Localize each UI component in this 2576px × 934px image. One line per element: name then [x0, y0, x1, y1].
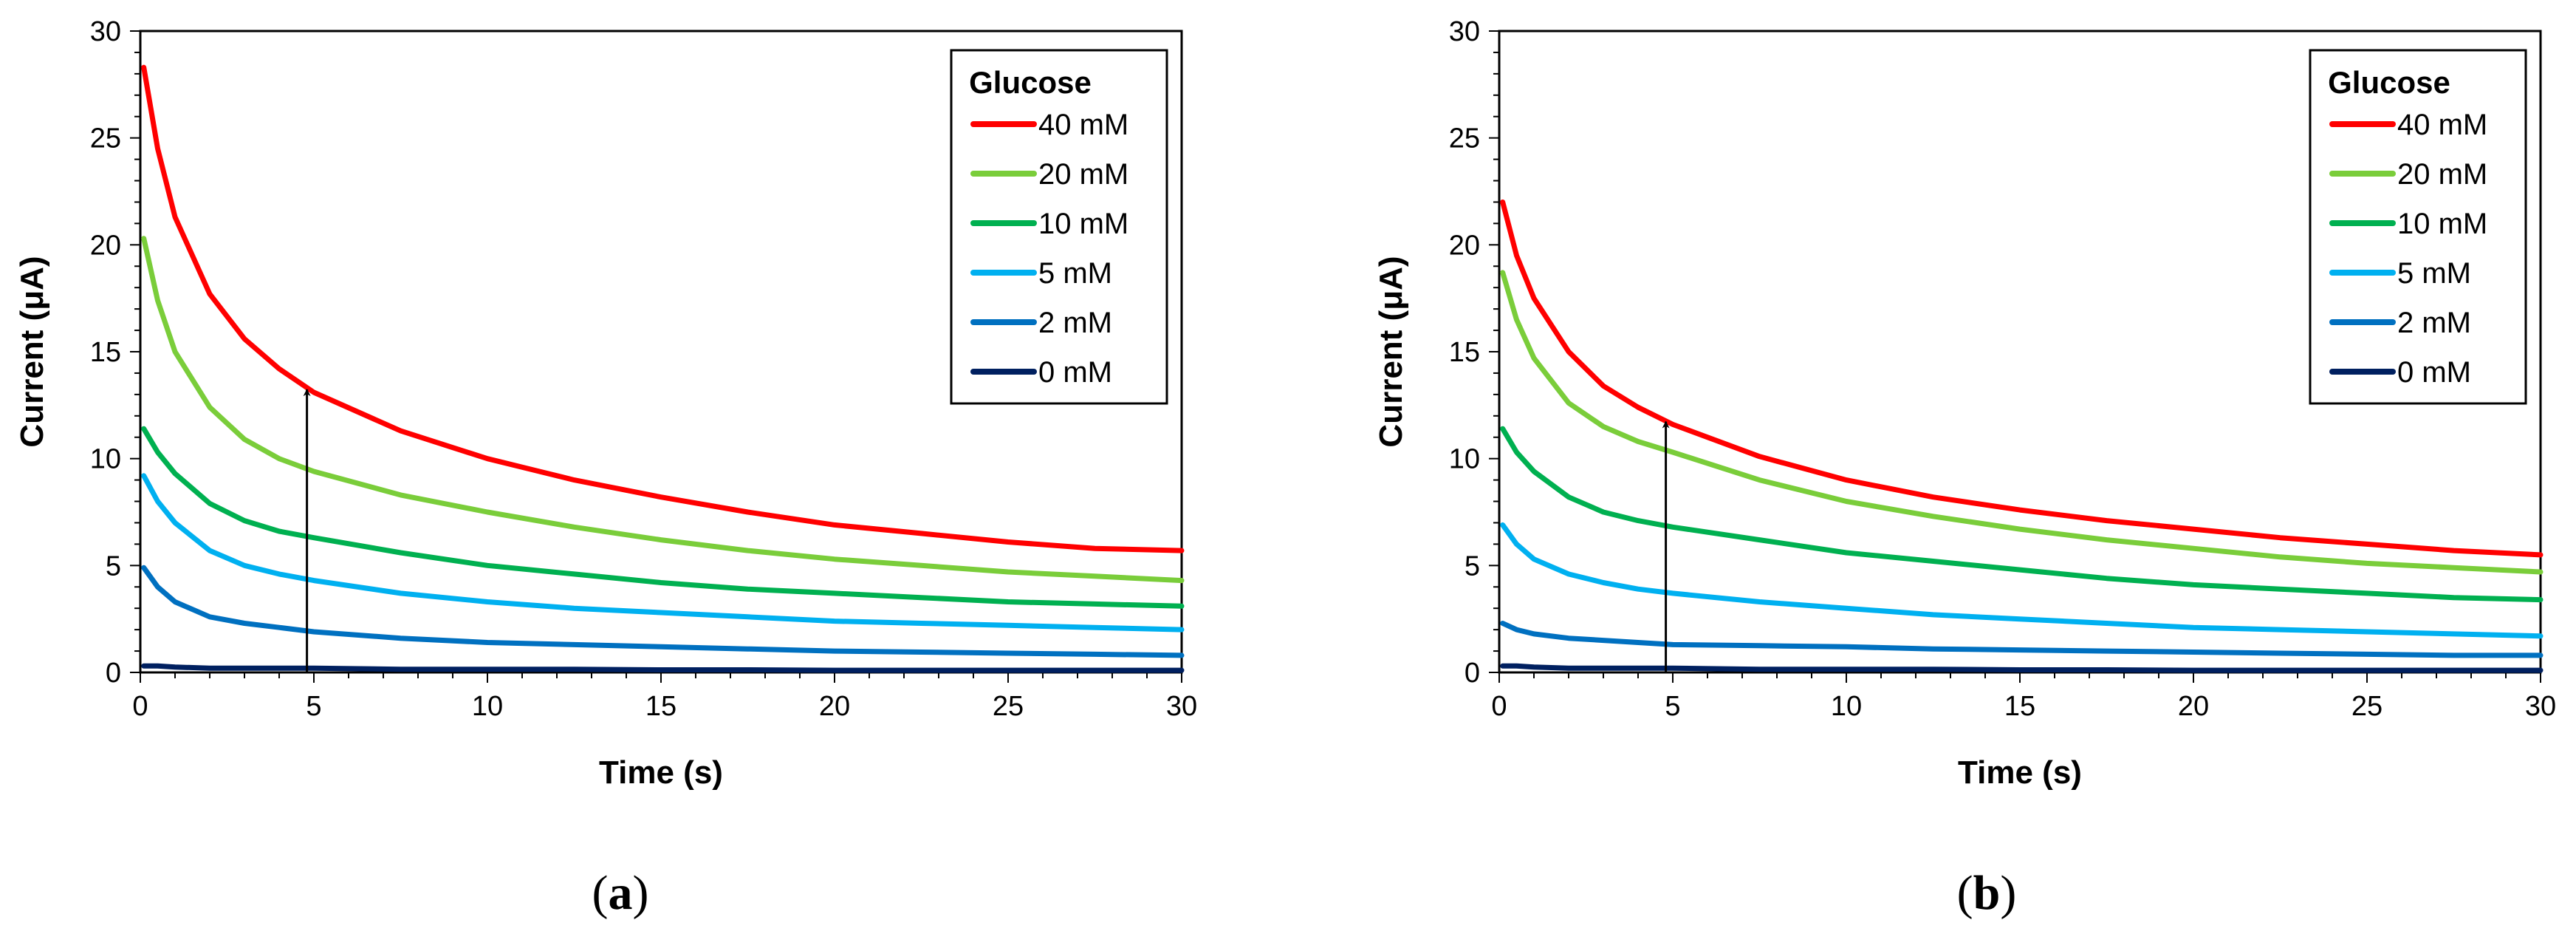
- x-tick-label: 0: [132, 691, 148, 722]
- x-tick-label: 30: [1166, 691, 1197, 722]
- series-line-20-mm: [1500, 270, 2544, 575]
- chart-panel-b: 0 5 10 15 20 25 30 0 5 10 15 20 25 30 Time (s) Curre…: [1373, 16, 2556, 920]
- legend-box: [950, 49, 1168, 405]
- legend-label: 5 mM: [2397, 257, 2471, 290]
- x-tick-label: 15: [645, 691, 676, 722]
- series-line-0-mm: [1500, 663, 2544, 673]
- y-tick-label: 5: [1465, 550, 1480, 582]
- legend-label: 0 mM: [2397, 356, 2471, 389]
- panel-label-a: (a): [592, 866, 649, 920]
- series-line-2-mm: [141, 565, 1185, 658]
- x-tick-label: 30: [2525, 691, 2556, 722]
- x-axis-title: Time (s): [1958, 754, 2082, 791]
- y-axis-ticks: 0 5 10 15 20 25 30: [1449, 16, 1499, 689]
- series-line-10-mm: [1500, 426, 2544, 603]
- x-tick-label: 15: [2004, 691, 2035, 722]
- y-tick-label: 20: [90, 230, 121, 261]
- x-tick-label: 5: [306, 691, 321, 722]
- x-axis-ticks: 0 5 10 15 20 25 30: [1491, 672, 2556, 722]
- y-tick-label: 0: [1465, 658, 1480, 689]
- x-tick-label: 20: [819, 691, 850, 722]
- x-axis-title: Time (s): [599, 754, 723, 791]
- x-tick-label: 25: [2351, 691, 2383, 722]
- y-tick-label: 10: [90, 444, 121, 475]
- legend-label: 5 mM: [1038, 257, 1112, 290]
- y-tick-label: 30: [1449, 16, 1480, 47]
- series-line-0-mm: [141, 663, 1185, 673]
- y-tick-label: 25: [90, 123, 121, 154]
- y-axis-title: Current (μA): [14, 256, 50, 447]
- x-tick-label: 20: [2178, 691, 2209, 722]
- y-tick-label: 5: [106, 550, 121, 582]
- legend-label: 20 mM: [1038, 158, 1128, 191]
- panel-label-open: (: [592, 866, 609, 920]
- x-tick-label: 0: [1491, 691, 1507, 722]
- legend-label: 10 mM: [2397, 208, 2487, 240]
- panel-label-letter: b: [1973, 866, 2001, 920]
- legend-box: [2309, 49, 2527, 405]
- panel-label-close: ): [2000, 866, 2016, 920]
- panel-label-open: (: [1957, 866, 1973, 920]
- y-tick-label: 15: [1449, 337, 1480, 368]
- legend-items: 40 mM 20 mM 10 mM 5 mM 2 mM 0 mM: [970, 109, 1128, 389]
- legend-items: 40 mM 20 mM 10 mM 5 mM 2 mM 0 mM: [2329, 109, 2487, 389]
- legend-label: 2 mM: [1038, 307, 1112, 339]
- panel-label-b: (b): [1957, 866, 2017, 920]
- legend-label: 2 mM: [2397, 307, 2471, 339]
- y-axis-ticks: 0 5 10 15 20 25 30: [90, 16, 140, 689]
- series-layer: [1500, 200, 2544, 673]
- series-line-40-mm: [1500, 200, 2544, 558]
- series-layer: [141, 64, 1185, 673]
- legend-title: Glucose: [969, 65, 1092, 100]
- legend-label: 40 mM: [1038, 109, 1128, 141]
- x-axis-ticks: 0 5 10 15 20 25 30: [132, 672, 1197, 722]
- legend: Glucose 40 mM 20 mM 10 mM 5 mM 2 mM 0 mM: [950, 49, 1168, 405]
- series-line-5-mm: [1500, 522, 2544, 639]
- x-tick-label: 10: [472, 691, 503, 722]
- x-tick-label: 10: [1831, 691, 1862, 722]
- series-line-5-mm: [141, 473, 1185, 633]
- legend: Glucose 40 mM 20 mM 10 mM 5 mM 2 mM 0 mM: [2309, 49, 2527, 405]
- series-line-20-mm: [141, 236, 1185, 584]
- panel-label-letter: a: [609, 866, 633, 920]
- y-tick-label: 30: [90, 16, 121, 47]
- legend-label: 0 mM: [1038, 356, 1112, 389]
- chart-panel-a: 0 5 10 15 20 25 30 0 5 10 15 20 25 30 Time (s) Curre…: [14, 16, 1197, 920]
- y-tick-label: 10: [1449, 444, 1480, 475]
- panel-label-close: ): [633, 866, 649, 920]
- y-tick-label: 20: [1449, 230, 1480, 261]
- series-line-2-mm: [1500, 621, 2544, 658]
- x-tick-label: 25: [993, 691, 1024, 722]
- series-line-10-mm: [141, 426, 1185, 609]
- series-line-40-mm: [141, 64, 1185, 553]
- legend-label: 10 mM: [1038, 208, 1128, 240]
- y-tick-label: 15: [90, 337, 121, 368]
- x-tick-label: 5: [1665, 691, 1680, 722]
- y-tick-label: 0: [106, 658, 121, 689]
- legend-title: Glucose: [2328, 65, 2450, 100]
- legend-label: 40 mM: [2397, 109, 2487, 141]
- y-axis-title: Current (μA): [1373, 256, 1409, 447]
- legend-label: 20 mM: [2397, 158, 2487, 191]
- y-tick-label: 25: [1449, 123, 1480, 154]
